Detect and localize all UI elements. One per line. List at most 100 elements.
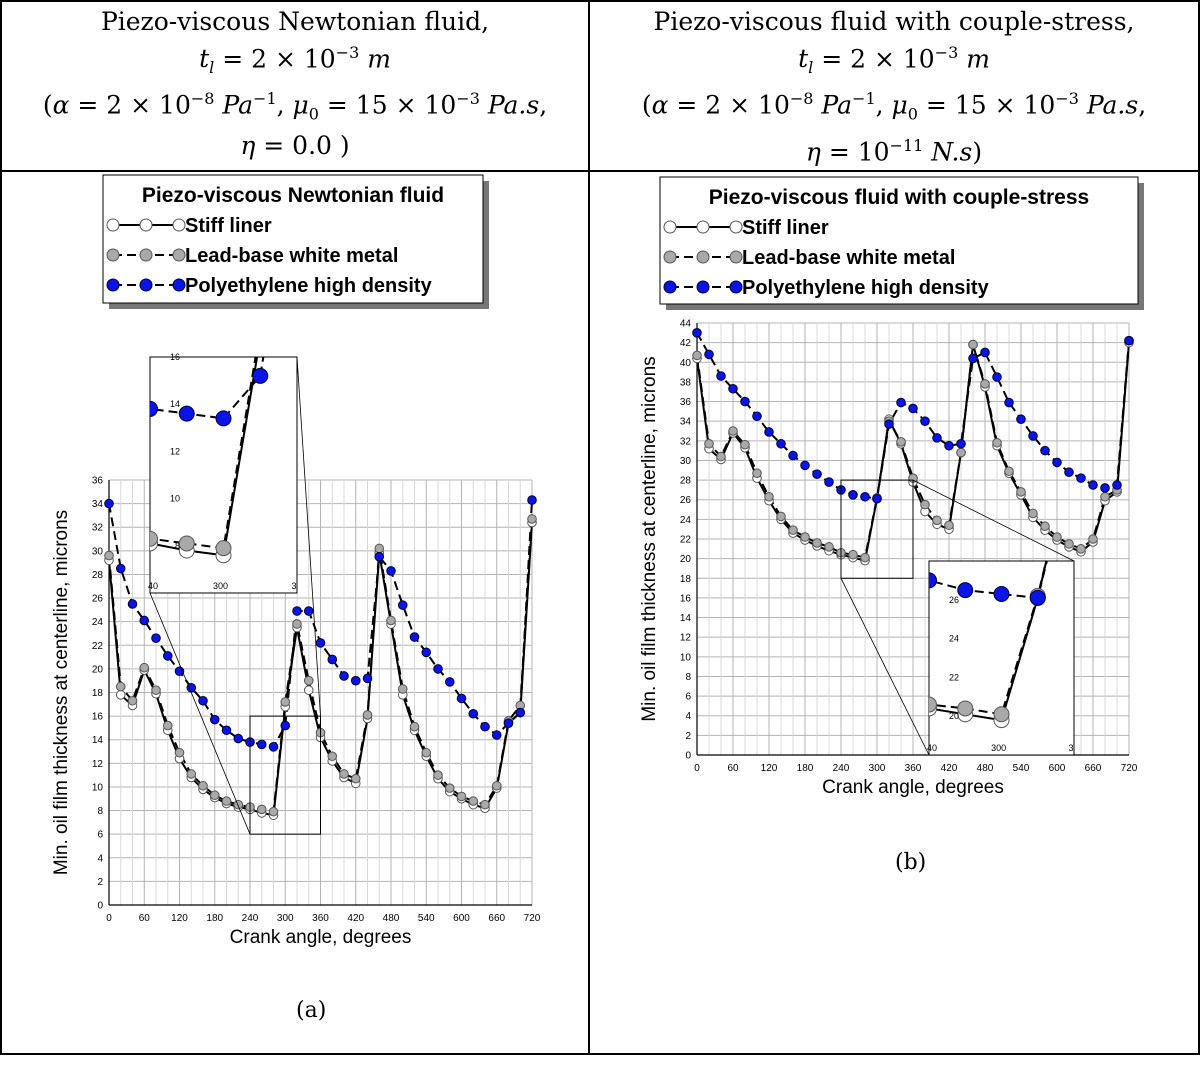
data-point [1016, 414, 1026, 425]
header-right-thickness: tl = 2 × 10−3 m [798, 43, 990, 78]
inset-data-point [523, 305, 538, 320]
data-point [409, 632, 420, 642]
data-point [444, 677, 455, 687]
inset-data-point [510, 354, 525, 369]
inset-data-point [106, 394, 121, 409]
inset-data-point [32, 508, 47, 523]
y-tick-label: 8 [97, 806, 103, 817]
data-point [956, 447, 966, 458]
data-point [268, 742, 279, 752]
x-tick-label: 0 [106, 913, 112, 924]
data-point [800, 532, 810, 542]
data-point [1028, 508, 1038, 519]
data-point [397, 600, 408, 610]
inset-data-point [326, 139, 341, 154]
data-point [456, 791, 467, 802]
data-point [1100, 483, 1110, 493]
data-point [728, 426, 738, 436]
x-tick-label: 60 [139, 913, 151, 924]
inset-y-tick: 14 [170, 399, 180, 409]
data-point [740, 396, 750, 407]
data-point [1040, 521, 1050, 532]
inset-series-line [929, 561, 1048, 722]
inset-y-tick: 24 [949, 634, 959, 644]
inset-data-point [400, 439, 415, 454]
inset-series-line [929, 561, 1048, 599]
data-point [920, 499, 930, 510]
data-point [1028, 431, 1038, 441]
inset-data-point [253, 321, 268, 336]
legend-marker [696, 250, 710, 264]
data-point [740, 439, 750, 450]
inset-data-point [363, 392, 378, 407]
legend-marker [139, 248, 153, 262]
data-point [104, 550, 114, 561]
x-tick-label: 120 [761, 763, 778, 774]
inset-data-point [595, 457, 610, 472]
x-tick-label: 240 [242, 913, 259, 924]
y-tick-label: 0 [97, 901, 103, 912]
data-point [1052, 532, 1062, 542]
x-tick-label: 660 [488, 913, 505, 924]
data-point [115, 563, 126, 574]
inset-data-point [704, 594, 719, 609]
y-tick-label: 30 [92, 546, 104, 557]
data-point [788, 525, 798, 535]
data-point [350, 773, 361, 784]
y-tick-label: 2 [685, 731, 691, 742]
y-tick-label: 6 [97, 830, 103, 841]
x-tick-label: 240 [833, 763, 850, 774]
inset-x-tick: 300 [991, 743, 1006, 753]
inset-data-point [885, 557, 900, 572]
x-tick-label: 480 [383, 913, 400, 924]
inset-data-point [559, 348, 574, 363]
inset-data-point [951, 359, 966, 374]
data-point [992, 437, 1002, 448]
inset-data-point [69, 378, 84, 393]
inset-data-point [620, 295, 635, 310]
data-point [716, 371, 726, 381]
zoom-connector [149, 592, 251, 835]
data-point [752, 468, 762, 479]
inset-y-tick: 20 [949, 711, 959, 721]
data-point [397, 684, 408, 694]
data-point [303, 675, 314, 686]
x-tick-label: 660 [1085, 763, 1102, 774]
data-point [788, 450, 798, 461]
data-point [280, 720, 291, 731]
x-tick-label: 600 [453, 913, 470, 924]
y-axis-title: Min. oil film thickness at centerline, m… [51, 510, 72, 875]
data-point [824, 542, 834, 552]
data-point [1052, 457, 1062, 468]
y-tick-label: 20 [680, 554, 692, 565]
y-tick-label: 18 [92, 688, 104, 699]
y-tick-label: 16 [92, 712, 104, 723]
x-tick-label: 420 [941, 763, 958, 774]
legend-a: Piezo-viscous Newtonian fluid Stiff liner… [102, 174, 489, 309]
inset-data-point [487, 307, 502, 322]
inset-data-point [1139, 412, 1154, 427]
y-tick-label: 12 [680, 633, 692, 644]
data-point [527, 514, 537, 524]
data-point [872, 493, 882, 504]
data-point [800, 460, 810, 471]
y-tick-label: 26 [92, 594, 104, 605]
inset-data-point [740, 482, 755, 497]
inset-data-point [584, 59, 599, 74]
inset-data-point [988, 342, 1003, 357]
data-point [716, 451, 726, 462]
legend-box [102, 174, 484, 304]
inset-data-point [215, 410, 232, 427]
inset-y-tick: 26 [949, 595, 959, 605]
legend-marker [139, 218, 153, 232]
header-right-eta: η = 10−11 N.s) [805, 135, 983, 166]
data-point [421, 747, 432, 758]
y-tick-label: 22 [680, 535, 692, 546]
data-point [1076, 544, 1086, 554]
inset-data-point [813, 524, 828, 539]
y-tick-label: 6 [685, 692, 691, 703]
data-point [139, 662, 150, 673]
legend-label: Lead-base white metal [185, 245, 398, 267]
legend-label: Lead-base white metal [742, 247, 955, 269]
data-point [860, 491, 870, 502]
